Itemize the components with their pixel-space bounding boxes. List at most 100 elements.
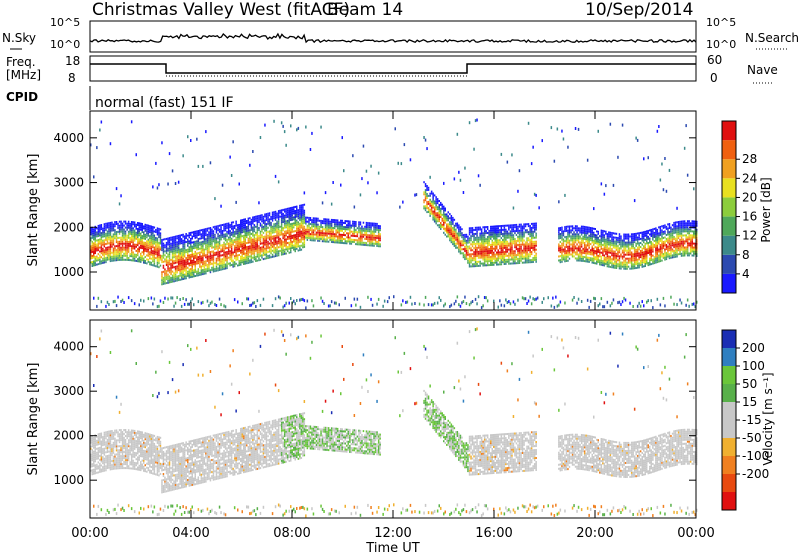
power-cell — [349, 224, 351, 227]
power-cell — [573, 249, 575, 252]
power-cell — [288, 207, 290, 210]
power-cell — [315, 217, 318, 220]
power-cell — [250, 218, 253, 221]
power-cell — [247, 245, 250, 248]
power-cell — [117, 257, 119, 259]
power-cell — [527, 249, 530, 252]
power-cell — [262, 215, 265, 218]
power-cell — [471, 300, 474, 303]
power-cell — [423, 191, 425, 194]
power-cell — [180, 274, 183, 277]
power-cell — [183, 265, 186, 268]
power-cell — [267, 242, 269, 245]
power-cell — [511, 246, 513, 249]
power-cell — [505, 250, 507, 253]
power-cell — [147, 224, 150, 227]
power-cell — [243, 261, 245, 263]
power-cell — [182, 247, 184, 250]
power-cell — [585, 254, 587, 257]
power-cell — [346, 232, 348, 235]
power-cell — [465, 241, 468, 244]
power-cell — [283, 210, 286, 213]
power-cell — [465, 257, 468, 260]
power-cell — [115, 233, 118, 235]
power-cell — [153, 234, 156, 237]
power-cell — [296, 209, 298, 212]
power-cell — [270, 242, 272, 245]
power-cell — [200, 257, 203, 260]
power-cell — [162, 264, 165, 267]
power-cell — [250, 259, 253, 262]
power-cell — [490, 260, 492, 262]
power-cell — [273, 241, 275, 244]
power-cell — [443, 213, 445, 216]
power-cell — [585, 246, 587, 249]
power-cell — [268, 246, 271, 249]
power-cell — [583, 246, 586, 249]
power-cell — [193, 275, 195, 278]
power-cell — [529, 231, 531, 233]
power-cell — [488, 254, 490, 256]
power-cell — [188, 232, 190, 235]
power-cell — [105, 226, 107, 229]
power-cell — [483, 232, 486, 235]
power-cell — [106, 230, 109, 233]
power-cell — [483, 234, 486, 237]
power-cell — [370, 164, 372, 168]
power-cell — [250, 241, 253, 243]
power-cell — [485, 264, 487, 267]
power-cell — [135, 153, 137, 157]
power-cell — [323, 228, 325, 231]
power-cell — [147, 244, 150, 247]
power-cell — [227, 256, 230, 259]
power-cell — [152, 250, 154, 253]
power-cell — [297, 211, 300, 214]
power-cell — [580, 239, 583, 242]
power-cell — [324, 191, 327, 195]
power-cell — [158, 252, 160, 255]
power-cell — [580, 259, 583, 262]
power-cell — [94, 231, 96, 234]
power-cell — [502, 228, 504, 231]
power-cell — [605, 244, 607, 247]
power-cell — [486, 244, 489, 247]
power-cell — [121, 248, 124, 251]
power-cell — [90, 239, 92, 242]
power-cell — [202, 255, 204, 257]
beam-label: Beam 14 — [327, 0, 403, 20]
power-cell — [90, 253, 92, 256]
power-cell — [177, 267, 180, 270]
power-cell — [509, 234, 512, 237]
power-cell — [250, 255, 253, 258]
power-cell — [271, 219, 274, 222]
power-cell — [506, 244, 509, 247]
power-cell — [158, 256, 160, 259]
power-cell — [352, 220, 354, 223]
power-cell — [106, 238, 109, 241]
power-cell — [532, 248, 534, 251]
power-cell — [299, 226, 301, 229]
power-cell — [167, 261, 169, 264]
power-cell — [253, 242, 256, 245]
power-cell — [290, 213, 292, 216]
power-cell — [502, 243, 504, 245]
power-cell — [523, 235, 525, 238]
power-cell — [300, 244, 303, 247]
power-cell — [258, 247, 260, 250]
power-cell — [135, 233, 137, 236]
power-cell — [508, 254, 510, 257]
power-cell — [583, 252, 586, 255]
power-cell — [124, 226, 127, 229]
power-cell — [353, 205, 356, 209]
power-cell — [329, 228, 331, 231]
power-cell — [135, 255, 137, 258]
power-cell — [212, 240, 215, 243]
power-cell — [358, 239, 360, 242]
power-cell — [299, 224, 301, 227]
power-cell — [424, 209, 427, 212]
power-cell — [353, 235, 356, 237]
power-cell — [265, 215, 268, 218]
power-cell — [137, 228, 139, 230]
power-cell — [282, 233, 284, 236]
power-cell — [565, 241, 568, 244]
